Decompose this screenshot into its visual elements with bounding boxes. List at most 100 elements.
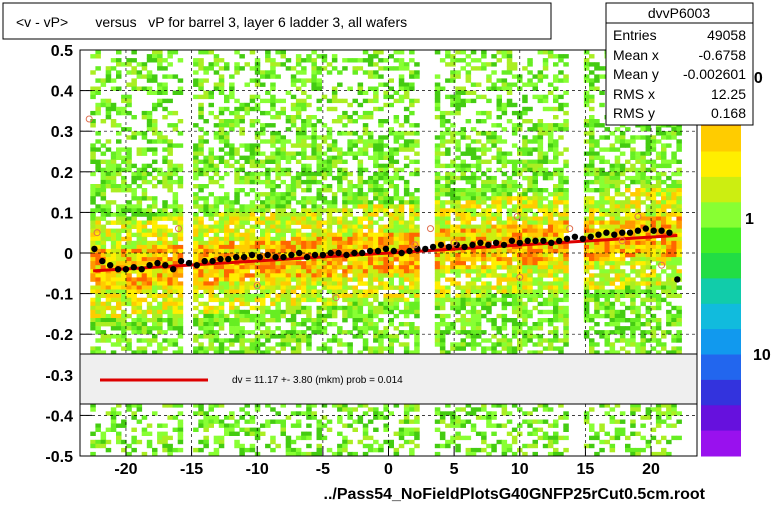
heatmap-cell [398,236,405,242]
heatmap-cell [445,313,451,319]
heatmap-cell [301,216,307,221]
heatmap-cell [249,342,256,347]
heatmap-cell [362,50,369,55]
heatmap-cell [100,248,107,254]
heatmap-cell [295,216,302,221]
heatmap-cell [131,297,137,303]
heatmap-cell [414,326,420,331]
heatmap-cell [496,115,502,120]
heatmap-cell [455,301,461,307]
heatmap-cell [357,265,364,270]
heatmap-cell [321,273,328,278]
heatmap-cell [285,167,292,173]
heatmap-cell [229,248,235,254]
heatmap-cell [522,167,528,173]
heatmap-cell [511,281,518,286]
heatmap-cell [126,338,132,343]
heatmap-cell [295,58,302,63]
heatmap-cell [198,135,204,140]
heatmap-cell [177,334,184,339]
heatmap-cell [198,216,204,221]
heatmap-cell [445,248,451,254]
heatmap-cell [249,338,256,343]
heatmap-cell [388,232,394,238]
heatmap-cell [229,228,235,233]
heatmap-cell [496,86,502,91]
heatmap-cell [100,338,107,343]
heatmap-cell [326,240,333,246]
heatmap-cell [481,281,487,286]
heatmap-cell [321,277,328,282]
heatmap-cell [501,334,508,339]
heatmap-cell [378,139,384,144]
heatmap-cell [481,439,487,445]
heatmap-cell [460,236,466,242]
heatmap-cell [136,86,143,91]
heatmap-cell [234,216,240,221]
heatmap-cell [383,415,389,420]
heatmap-cell [511,301,518,307]
heatmap-cell [311,240,317,246]
heatmap-cell [244,220,250,225]
heatmap-cell [224,427,230,432]
heatmap-cell [239,285,245,290]
heatmap-cell [409,58,415,63]
heatmap-cell [100,281,107,286]
heatmap-cell [316,236,322,242]
heatmap-cell [326,257,333,262]
heatmap-cell [398,244,405,250]
heatmap-cell [455,269,461,274]
heatmap-cell [414,338,420,343]
heatmap-cell [224,224,230,229]
heatmap-cell [362,301,369,307]
heatmap-cell [414,261,420,266]
heatmap-cell [475,228,482,233]
heatmap-cell [280,261,286,266]
heatmap-cell [121,253,127,258]
heatmap-cell [439,350,446,355]
heatmap-cell [506,212,513,217]
heatmap-cell [522,248,528,254]
heatmap-cell [445,423,451,428]
heatmap-cell [229,163,235,169]
heatmap-cell [445,257,451,262]
heatmap-cell [398,289,405,294]
heatmap-cell [131,175,137,181]
heatmap-cell [455,342,461,347]
heatmap-cell [378,236,384,242]
heatmap-cell [121,159,127,164]
heatmap-cell [367,322,374,327]
heatmap-cell [367,188,374,193]
heatmap-cell [306,123,312,128]
heatmap-cell [486,139,492,144]
heatmap-cell [177,419,184,424]
heatmap-cell [321,66,328,71]
heatmap-cell [105,297,112,303]
heatmap-cell [260,273,266,278]
heatmap-cell [326,305,333,311]
heatmap-cell [290,151,297,156]
heatmap-cell [126,224,132,229]
heatmap-cell [337,305,343,311]
heatmap-cell [229,309,235,315]
heatmap-cell [465,196,472,201]
heatmap-cell [285,204,292,209]
heatmap-cell [116,244,122,250]
heatmap-cell [481,257,487,262]
heatmap-cell [260,228,266,233]
heatmap-cell [316,179,322,185]
heatmap-cell [460,196,466,201]
heatmap-cell [409,305,415,311]
heatmap-cell [475,301,482,307]
heatmap-cell [455,309,461,315]
heatmap-cell [470,338,477,343]
heatmap-cell [285,273,292,278]
heatmap-cell [501,253,508,258]
heatmap-cell [393,204,400,209]
heatmap-cell [537,236,544,242]
heatmap-cell [136,322,143,327]
heatmap-cell [527,78,533,83]
heatmap-cell [506,216,513,221]
heatmap-cell [398,293,405,298]
heatmap-cell [208,159,214,164]
